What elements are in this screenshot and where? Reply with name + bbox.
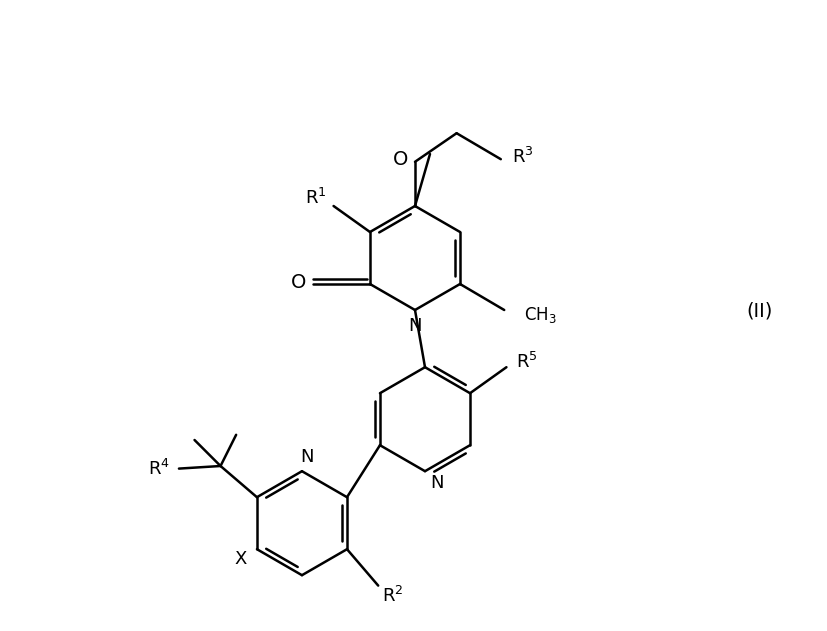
Text: R$^5$: R$^5$	[515, 352, 537, 372]
Text: O: O	[291, 273, 306, 292]
Text: R$^3$: R$^3$	[511, 147, 533, 167]
Text: R$^2$: R$^2$	[382, 586, 404, 606]
Text: (II): (II)	[746, 302, 772, 321]
Text: R$^4$: R$^4$	[148, 459, 170, 479]
Text: X: X	[235, 550, 246, 568]
Text: N: N	[430, 475, 443, 492]
Text: N: N	[408, 317, 421, 335]
Text: N: N	[300, 448, 313, 466]
Text: O: O	[393, 150, 409, 169]
Text: R$^1$: R$^1$	[304, 188, 326, 208]
Text: CH$_3$: CH$_3$	[523, 305, 557, 325]
